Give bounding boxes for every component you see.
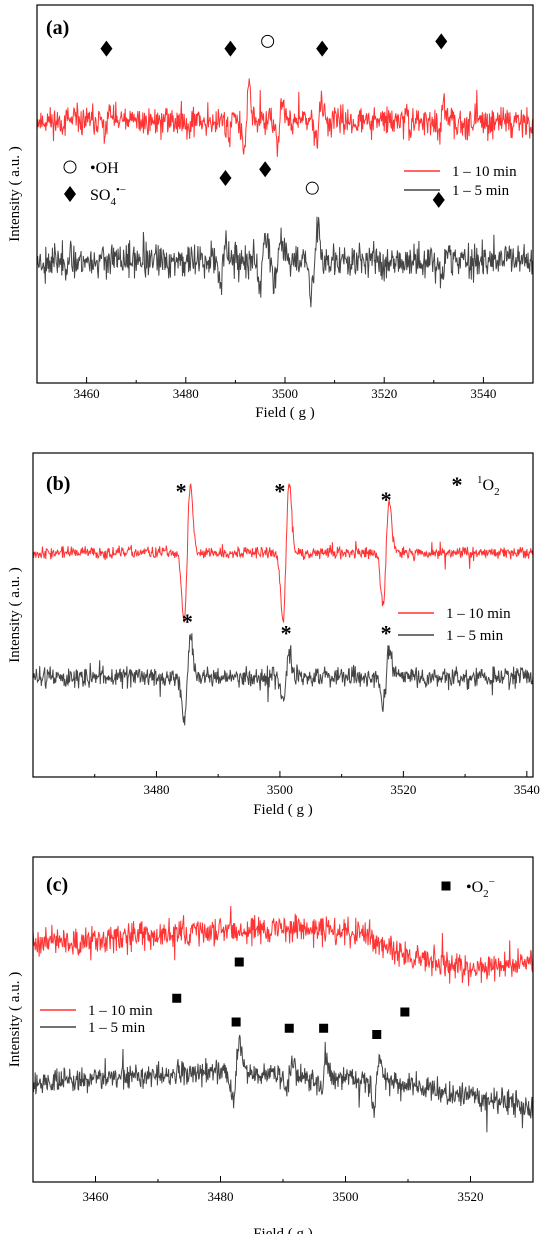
x-tick-label: 3520 [371, 386, 397, 401]
y-axis-label: Intensity ( a.u. ) [7, 972, 23, 1067]
x-tick-label: 3540 [470, 386, 496, 401]
series-line-red [36, 78, 534, 157]
diamond-marker [100, 40, 113, 57]
series-line-gray [32, 1034, 534, 1133]
square-marker [234, 957, 244, 967]
panel-c: 3460 3480 3500 3520 Field ( g ) Intensity ( a… [7, 856, 534, 1234]
series-line-red [32, 905, 534, 987]
species-legend-label: •OH [90, 160, 119, 177]
x-tick-label: 3500 [333, 1189, 359, 1204]
y-axis-label: Intensity ( a.u. ) [7, 146, 23, 241]
x-tick-label: 3500 [267, 782, 293, 797]
legend-label: 1 – 10 min [88, 1003, 153, 1019]
x-tick-label: 3480 [208, 1189, 234, 1204]
square-marker [284, 1023, 294, 1033]
legend-label: 1 – 10 min [452, 164, 517, 180]
diamond-marker [224, 40, 237, 57]
species-sup: •− [116, 184, 126, 196]
x-tick-label: 3460 [83, 1189, 109, 1204]
circle-legend-icon [63, 160, 77, 174]
legend-label: 1 – 10 min [446, 606, 511, 622]
x-tick-label: 3500 [272, 386, 298, 401]
asterisk-marker: * [281, 620, 292, 645]
square-marker [172, 993, 182, 1003]
panel-a: 3460 3480 3500 3520 3540 Field ( g ) Intensity… [7, 4, 534, 421]
series-line-gray [32, 633, 534, 726]
species-legend-label: 1O2 [477, 474, 500, 498]
x-tick-label: 3520 [458, 1189, 484, 1204]
species-name: SO [90, 187, 110, 204]
legend-label: 1 – 5 min [446, 628, 504, 644]
x-tick-label: 3520 [390, 782, 416, 797]
circle-marker [261, 34, 275, 48]
y-axis-label: Intensity ( a.u. ) [7, 567, 23, 662]
panel-label: (a) [46, 17, 69, 39]
square-legend-icon [441, 881, 451, 891]
diamond-marker [259, 161, 272, 178]
x-axis-label: Field ( g ) [253, 802, 313, 818]
series-line-gray [36, 216, 534, 308]
panel-label: (c) [46, 874, 68, 896]
asterisk-legend-icon: * [452, 472, 463, 497]
species-sub: 2 [483, 888, 489, 900]
x-tick-label: 3460 [74, 386, 100, 401]
panel-label: (b) [46, 473, 70, 495]
legend-label: 1 – 5 min [88, 1020, 146, 1036]
square-marker [400, 1007, 410, 1017]
x-tick-label: 3540 [514, 782, 540, 797]
diamond-marker [219, 170, 232, 187]
panel-b: 3480 3500 3520 3540 Field ( g ) Intensity ( a… [7, 452, 540, 818]
series-line-red [32, 483, 534, 624]
species-name: O [483, 477, 495, 494]
species-legend-label: SO4•− [90, 184, 126, 208]
plot-frame [32, 452, 534, 778]
legend-label: 1 – 5 min [452, 183, 510, 199]
diamond-marker [316, 40, 329, 57]
species-sup: − [489, 876, 495, 888]
asterisk-marker: * [381, 487, 392, 512]
asterisk-marker: * [274, 478, 285, 503]
x-tick-label: 3480 [143, 782, 169, 797]
species-name: •O [466, 879, 483, 896]
asterisk-marker: * [381, 620, 392, 645]
diamond-legend-icon [64, 186, 76, 202]
asterisk-marker: * [182, 609, 193, 634]
x-tick-label: 3480 [173, 386, 199, 401]
species-name: •OH [90, 160, 119, 177]
diamond-marker [432, 191, 445, 208]
asterisk-marker: * [176, 478, 187, 503]
species-sub: 4 [110, 196, 116, 208]
x-axis-label: Field ( g ) [255, 405, 315, 421]
square-marker [319, 1023, 329, 1033]
circle-marker [305, 181, 319, 195]
species-sub: 2 [494, 486, 500, 498]
diamond-marker [435, 33, 448, 50]
species-sup: 1 [477, 474, 483, 486]
species-legend-label: •O2− [466, 876, 495, 900]
x-axis-label: Field ( g ) [253, 1226, 313, 1234]
square-marker [231, 1017, 241, 1027]
square-marker [372, 1030, 382, 1039]
